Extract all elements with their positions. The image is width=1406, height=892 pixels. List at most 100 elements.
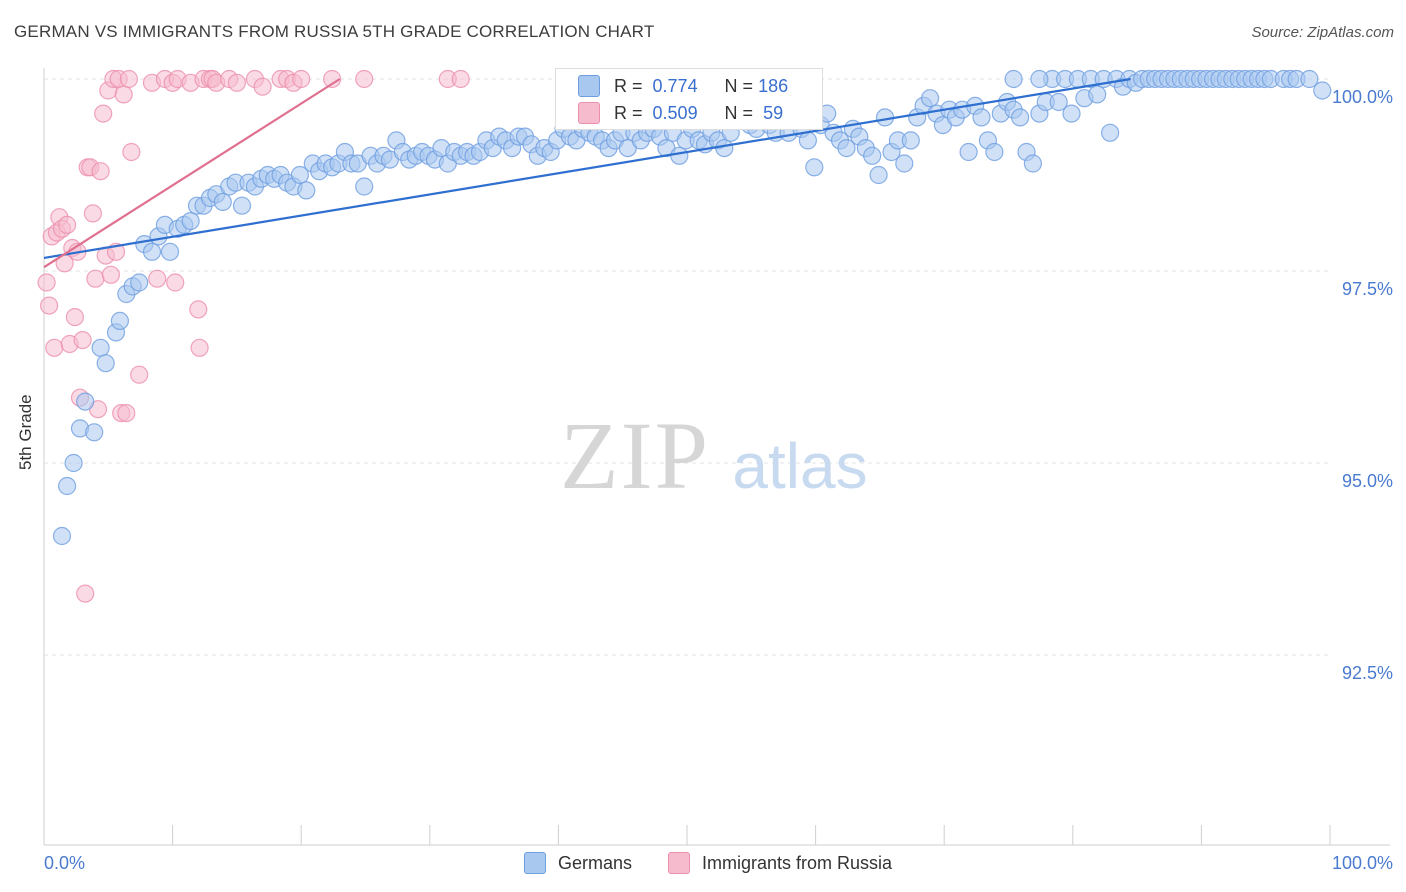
german-point-9 (110, 311, 130, 330)
grid-lines (44, 78, 1330, 656)
german-point-20 (181, 212, 200, 231)
german-point-2 (64, 453, 83, 473)
russia-point-57 (355, 69, 374, 89)
russia-point-34 (130, 365, 149, 384)
russia-point-49 (227, 73, 246, 92)
trend-lines (43, 77, 1131, 269)
legend-label-russia: Immigrants from Russia (702, 852, 893, 873)
german-point-132 (901, 131, 920, 150)
y-tick-labels: 100.0% 97.5% 95.0% 92.5% (1332, 87, 1393, 683)
german-point-4 (76, 392, 95, 411)
german-point-151 (1023, 154, 1043, 173)
german-point-135 (920, 89, 940, 108)
watermark-atlas: atlas (732, 430, 867, 502)
german-point-28 (232, 196, 252, 215)
russia-point-30 (114, 85, 133, 104)
legend-item-germans[interactable]: Germans (524, 852, 632, 874)
legend-swatch-germans (524, 852, 546, 874)
axes (43, 68, 1390, 846)
stats-row-german: R = 0.774 N = 186 (578, 73, 788, 99)
german-point-155 (1049, 92, 1068, 112)
german-point-157 (1062, 104, 1081, 123)
german-r-label: R = (614, 75, 643, 96)
legend-swatch-russia (668, 852, 690, 874)
german-point-6 (91, 338, 110, 357)
german-point-145 (985, 142, 1004, 162)
watermark-zip: ZIP (560, 402, 710, 509)
german-point-122 (837, 139, 856, 158)
german-point-194 (1004, 69, 1023, 89)
german-point-7 (96, 354, 115, 373)
german-point-96 (670, 146, 689, 165)
german-point-126 (863, 146, 882, 165)
german-point-161 (1088, 85, 1107, 104)
russia-point-14 (73, 331, 92, 350)
russia-point-33 (122, 142, 141, 162)
russia-point-15 (76, 584, 95, 603)
russia-point-31 (117, 404, 136, 423)
legend-item-russia[interactable]: Immigrants from Russia (668, 852, 892, 874)
german-point-5 (85, 423, 104, 442)
russia-n-label: N = (724, 102, 754, 123)
bottom-legend: Germans Immigrants from Russia (0, 852, 1406, 878)
russia-point-0 (37, 273, 56, 292)
german-n-value: 186 (758, 75, 789, 96)
german-swatch (578, 75, 600, 97)
german-point-47 (355, 177, 374, 196)
chart-title: GERMAN VS IMMIGRANTS FROM RUSSIA 5TH GRA… (14, 22, 655, 41)
german-point-195 (1030, 69, 1049, 89)
russia-n-value: 59 (763, 102, 784, 123)
german-n-label: N = (724, 75, 754, 96)
russia-point-36 (148, 269, 167, 288)
german-point-131 (895, 154, 914, 173)
russia-point-11 (65, 308, 85, 327)
source-label: Source: ZipAtlas.com (1251, 24, 1394, 41)
russia-swatch (578, 102, 600, 124)
x-tick-label-left: 0.0% (44, 853, 85, 873)
russia-point-55 (292, 69, 311, 89)
german-point-141 (959, 142, 978, 162)
y-tick-label-2: 95.0% (1342, 471, 1393, 491)
russia-point-43 (190, 338, 209, 357)
german-point-163 (1100, 123, 1120, 142)
legend-label-germans: Germans (558, 852, 633, 873)
german-point-116 (798, 131, 818, 150)
series-german-points (52, 69, 1332, 546)
german-point-38 (297, 181, 316, 200)
russia-point-1 (39, 296, 59, 315)
russia-point-22 (94, 104, 113, 123)
russia-point-51 (253, 77, 272, 96)
series-russia-points (37, 69, 470, 603)
german-point-0 (52, 526, 72, 546)
german-point-14 (142, 242, 162, 261)
german-point-193 (1313, 81, 1332, 100)
german-point-1 (57, 476, 77, 496)
german-point-127 (869, 165, 888, 185)
x-tick-label-right: 100.0% (1332, 853, 1393, 873)
watermark: ZIP atlas (560, 402, 868, 509)
german-point-149 (1010, 108, 1030, 127)
y-tick-label-0: 100.0% (1332, 87, 1393, 107)
russia-point-56 (323, 69, 342, 89)
german-point-12 (130, 273, 149, 292)
russia-point-32 (119, 69, 138, 89)
german-point-192 (1300, 69, 1319, 89)
russia-trend-line (43, 78, 341, 269)
russia-point-3 (45, 338, 64, 357)
german-point-17 (160, 242, 180, 261)
german-point-37 (290, 165, 309, 185)
russia-point-25 (101, 265, 121, 284)
russia-point-21 (91, 162, 110, 181)
russia-point-42 (189, 300, 208, 319)
german-trend-line (43, 77, 1131, 260)
russia-point-39 (166, 273, 185, 292)
y-tick-label-3: 92.5% (1342, 663, 1393, 683)
russia-point-18 (83, 204, 103, 223)
x-tick-labels: 0.0% 100.0% (44, 853, 1393, 873)
russia-r-value: 0.509 (652, 102, 698, 123)
german-point-117 (805, 158, 824, 177)
russia-point-59 (451, 69, 470, 89)
german-point-143 (972, 108, 991, 127)
y-axis-label: 5th Grade (16, 394, 35, 470)
